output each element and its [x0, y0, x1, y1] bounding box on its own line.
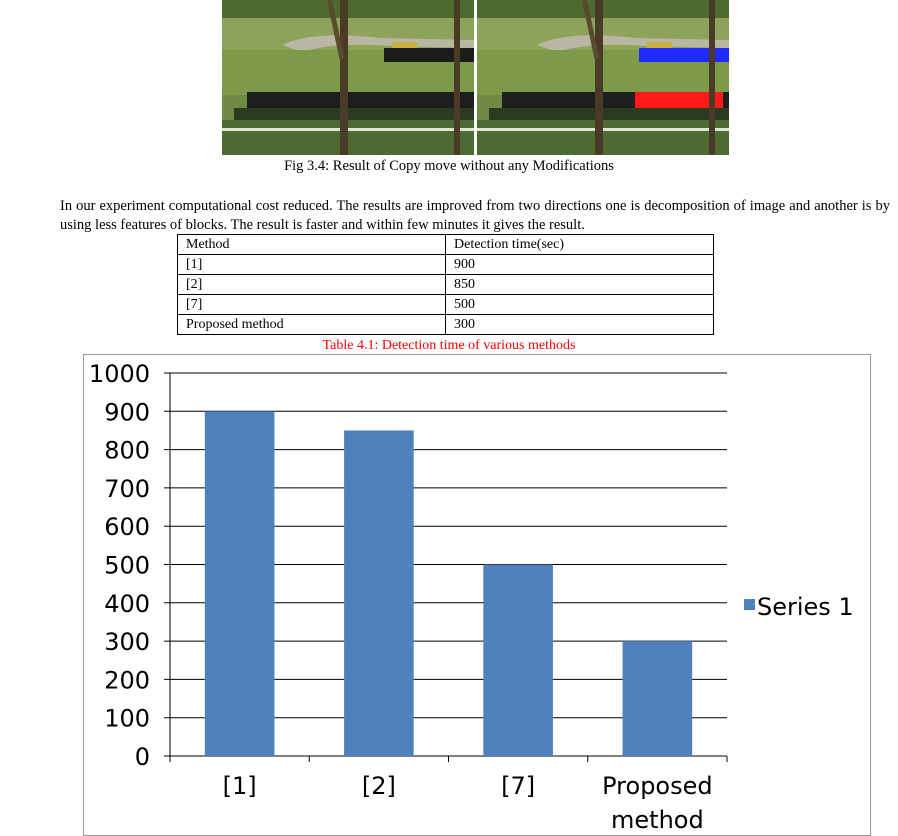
table-caption: Table 4.1: Detection time of various met… — [322, 338, 576, 353]
x-category-label: method — [611, 806, 704, 834]
x-category-label: [7] — [501, 772, 535, 800]
y-tick-label: 700 — [104, 475, 150, 503]
table-header-method: Method — [177, 234, 446, 255]
detection-time-table: Method Detection time(sec) [1] 900 [2] 8… — [177, 234, 714, 335]
legend-swatch — [744, 599, 755, 610]
table-cell-time: 850 — [445, 274, 714, 295]
bar-chart-svg: 0 100 200 300 400 500 600 700 800 900 1000 [1] [2] [7… — [89, 360, 854, 834]
table-cell-time: 300 — [445, 314, 714, 335]
y-tick-label: 1000 — [89, 360, 150, 388]
y-tick-label: 900 — [104, 398, 150, 426]
y-tick-label: 600 — [104, 513, 150, 541]
table-cell-time: 900 — [445, 254, 714, 275]
y-tick-label: 0 — [135, 743, 150, 771]
y-tick-label: 100 — [104, 705, 150, 733]
table-row: [1] 900 — [177, 254, 714, 275]
table-cell-method: [2] — [177, 274, 446, 295]
table-row: [2] 850 — [177, 274, 714, 295]
y-tick-label: 800 — [104, 437, 150, 465]
y-tick-label: 200 — [104, 666, 150, 694]
table-cell-method: [1] — [177, 254, 446, 275]
body-paragraph: In our experiment computational cost red… — [60, 198, 890, 233]
legend-label: Series 1 — [757, 593, 854, 621]
detection-time-chart: 0 100 200 300 400 500 600 700 800 900 1000 [1] [2] [7… — [83, 354, 871, 836]
table-header-row: Method Detection time(sec) — [177, 234, 714, 255]
y-tick-label: 300 — [104, 628, 150, 656]
table-cell-time: 500 — [445, 294, 714, 315]
x-category-label: [2] — [362, 772, 396, 800]
x-category-label: [1] — [223, 772, 257, 800]
table-cell-method: [7] — [177, 294, 446, 315]
table-header-detection-time: Detection time(sec) — [445, 234, 714, 255]
bar — [483, 564, 553, 756]
bar — [204, 411, 275, 756]
table-row: [7] 500 — [177, 294, 714, 315]
y-tick-label: 500 — [104, 552, 150, 580]
x-category-label: Proposed — [602, 772, 713, 800]
figure-photo-detected — [477, 0, 729, 155]
bar — [622, 641, 693, 756]
figure-photo-original — [222, 0, 474, 155]
figure-caption: Fig 3.4: Result of Copy move without any… — [284, 158, 614, 174]
y-tick-label: 400 — [104, 590, 150, 618]
bar — [344, 430, 414, 756]
table-row: Proposed method 300 — [177, 314, 714, 335]
table-cell-method: Proposed method — [177, 314, 446, 335]
